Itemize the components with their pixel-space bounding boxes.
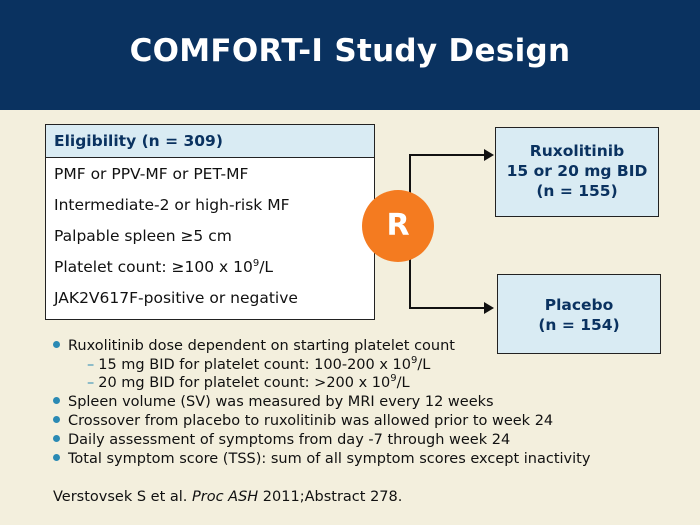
bullet-dot (53, 397, 60, 404)
ruxolitinib-arm-box: Ruxolitinib 15 or 20 mg BID (n = 155) (495, 127, 659, 217)
placebo-arm-name: Placebo (544, 296, 614, 314)
bullet-dose: Ruxolitinib dose dependent on starting p… (53, 338, 455, 354)
randomization-circle: R (362, 190, 434, 262)
sub-bullet-20mg: –20 mg BID for platelet count: >200 x 10… (87, 373, 410, 392)
eligibility-box: Eligibility (n = 309) PMF or PPV-MF or P… (45, 124, 375, 320)
placebo-arm-box: Placebo (n = 154) (497, 274, 661, 354)
slide-title: COMFORT-I Study Design (129, 33, 571, 69)
ruxolitinib-arm-count: (n = 155) (536, 182, 618, 200)
eligibility-title: Eligibility (n = 309) (54, 132, 223, 150)
dash-icon: – (87, 375, 95, 391)
dash-icon: – (87, 357, 95, 373)
bullet-dot (53, 341, 60, 348)
bullet-tss: Total symptom score (TSS): sum of all sy… (53, 451, 590, 467)
eligibility-header: Eligibility (n = 309) (46, 125, 374, 158)
ruxolitinib-arm-dose: 15 or 20 mg BID (506, 162, 648, 180)
ruxolitinib-arm-name: Ruxolitinib (529, 142, 625, 160)
criterion-diagnosis: PMF or PPV-MF or PET-MF (54, 165, 249, 183)
citation: Verstovsek S et al. Proc ASH 2011;Abstra… (53, 489, 403, 505)
sub-bullet-15mg: –15 mg BID for platelet count: 100-200 x… (87, 355, 431, 374)
title-banner: COMFORT-I Study Design (0, 0, 700, 110)
connector-top (409, 154, 485, 156)
arrow-to-ruxolitinib (484, 149, 494, 161)
bullet-symptom-assessment: Daily assessment of symptoms from day -7… (53, 432, 510, 448)
connector-bottom (409, 307, 485, 309)
bullet-spleen-volume: Spleen volume (SV) was measured by MRI e… (53, 394, 494, 410)
criterion-risk: Intermediate-2 or high-risk MF (54, 196, 290, 214)
criterion-spleen: Palpable spleen ≥5 cm (54, 227, 232, 245)
criterion-platelet: Platelet count: ≥100 x 109/L (54, 258, 274, 276)
bullet-dot (53, 454, 60, 461)
criterion-jak2: JAK2V617F-positive or negative (54, 289, 298, 307)
bullet-dot (53, 416, 60, 423)
placebo-arm-count: (n = 154) (538, 316, 620, 334)
bullet-crossover: Crossover from placebo to ruxolitinib wa… (53, 413, 553, 429)
arrow-to-placebo (484, 302, 494, 314)
bullet-dot (53, 435, 60, 442)
